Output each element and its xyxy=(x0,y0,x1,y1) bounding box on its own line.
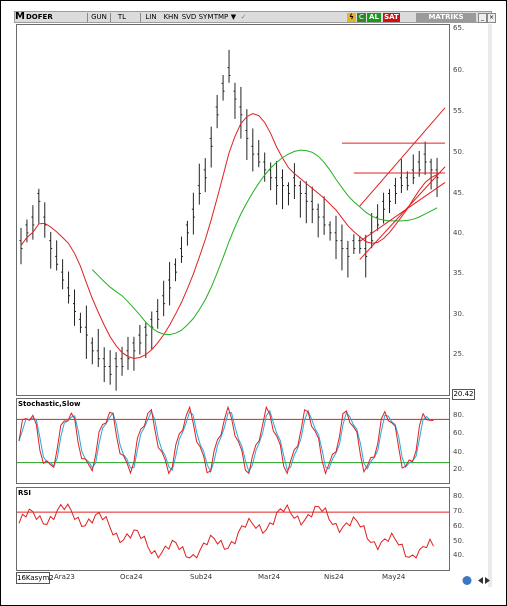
channel-upper-line xyxy=(359,107,446,207)
buy-button[interactable]: AL xyxy=(367,13,381,22)
price-tick: 65. xyxy=(453,24,465,32)
stochastic-chart[interactable] xyxy=(17,399,449,483)
tl-button[interactable]: TL xyxy=(117,13,127,21)
tmp-button[interactable]: TMP xyxy=(213,13,229,21)
channel-mid-line xyxy=(359,182,446,242)
stochastic-title: Stochastic,Slow xyxy=(18,400,81,408)
price-tick: 60. xyxy=(453,66,465,74)
date-label: Mar24 xyxy=(258,573,281,581)
gun-button[interactable]: GUN xyxy=(91,13,107,21)
stochastic-tick: 60. xyxy=(453,429,465,437)
stochastic-signal-line xyxy=(18,409,434,474)
price-tick: 30. xyxy=(453,310,465,318)
sym-button[interactable]: SYM xyxy=(198,13,214,21)
date-label: Oca24 xyxy=(120,573,143,581)
stochastic-tick: 40. xyxy=(453,448,465,456)
svd-button[interactable]: SVD xyxy=(181,13,197,21)
dropdown-arrow-icon[interactable]: ▼ xyxy=(230,13,237,21)
rsi-title: RSI xyxy=(18,489,32,497)
navigation-controls xyxy=(462,575,492,586)
price-panel[interactable] xyxy=(16,24,450,396)
price-tick: 40. xyxy=(453,229,465,237)
date-axis: 16Kasym2 Ara23 Oca24 Sub24 Mar24 Nis24 M… xyxy=(16,571,452,585)
rsi-line xyxy=(18,503,434,559)
rsi-panel[interactable]: RSI xyxy=(16,487,450,571)
price-axis: 65. 60. 55. 50. 45. 40. 35. 30. 25. xyxy=(450,24,488,396)
minimize-icon[interactable]: _ xyxy=(478,13,487,23)
rsi-tick: 40. xyxy=(453,551,465,559)
rsi-tick: 50. xyxy=(453,537,465,545)
last-price-label: 20.42 xyxy=(452,389,475,400)
zoom-icon[interactable] xyxy=(462,576,472,585)
moving-average-short xyxy=(20,113,438,360)
price-tick: 25. xyxy=(453,350,465,358)
rsi-tick: 80. xyxy=(453,492,465,500)
start-date-box[interactable]: 16Kasym2 xyxy=(16,572,54,584)
price-tick: 55. xyxy=(453,107,465,115)
twitter-icon[interactable]: ✓ xyxy=(240,13,247,21)
toolbar-separator xyxy=(110,13,111,22)
price-chart[interactable] xyxy=(17,25,449,395)
stochastic-tick: 20. xyxy=(453,465,465,473)
stochastic-panel[interactable]: Stochastic,Slow xyxy=(16,398,450,484)
khn-button[interactable]: KHN xyxy=(163,13,179,21)
lin-button[interactable]: LIN xyxy=(145,13,157,21)
date-label: Ara23 xyxy=(54,573,75,581)
matriks-button[interactable]: MATRIKS xyxy=(416,13,476,22)
scroll-right-icon[interactable] xyxy=(485,577,490,584)
toolbar-separator xyxy=(140,13,141,22)
lightning-icon[interactable]: ϟ xyxy=(347,13,356,22)
rsi-tick: 70. xyxy=(453,507,465,515)
date-label: Nis24 xyxy=(324,573,344,581)
rsi-chart[interactable] xyxy=(17,488,449,570)
rsi-tick: 60. xyxy=(453,522,465,530)
price-tick: 45. xyxy=(453,189,465,197)
price-tick: 35. xyxy=(453,269,465,277)
price-tick: 50. xyxy=(453,148,465,156)
close-icon[interactable]: × xyxy=(487,13,496,23)
symbol-label[interactable]: DOFER xyxy=(26,13,53,21)
moving-average-long xyxy=(91,149,438,336)
stochastic-k-line xyxy=(18,405,434,476)
app-logo: M xyxy=(15,11,25,22)
vertical-scrollbar[interactable] xyxy=(488,24,492,587)
refresh-icon[interactable]: C xyxy=(357,13,366,22)
scroll-left-icon[interactable] xyxy=(478,577,483,584)
stochastic-tick: 80. xyxy=(453,411,465,419)
toolbar-separator xyxy=(87,13,88,22)
toolbar: M DOFER GUN TL LIN KHN SVD SYM TMP ▼ ✓ ϟ… xyxy=(14,11,496,23)
channel-lower-line xyxy=(359,166,446,260)
rsi-axis: 80. 70. 60. 50. 40. xyxy=(450,487,488,571)
stochastic-axis: 80. 60. 40. 20. xyxy=(450,398,488,484)
date-label: Sub24 xyxy=(190,573,213,581)
sell-button[interactable]: SAT xyxy=(383,13,400,22)
date-label: May24 xyxy=(382,573,406,581)
